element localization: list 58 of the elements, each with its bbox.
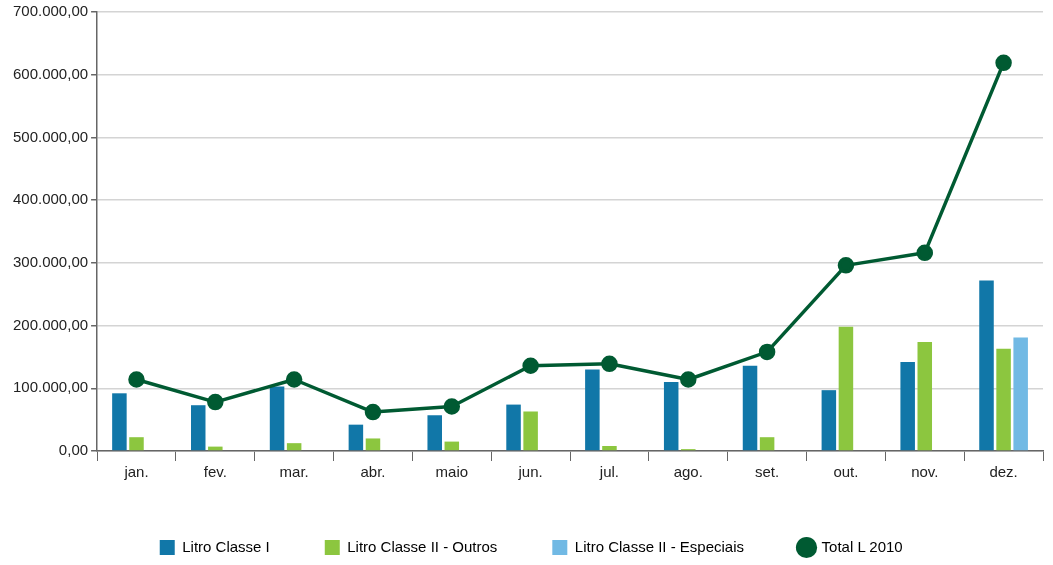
- bar: [427, 415, 442, 451]
- point: [207, 393, 224, 411]
- point: [285, 371, 303, 388]
- bar: [365, 438, 381, 451]
- bar: [269, 386, 285, 451]
- bar: [838, 326, 854, 451]
- x-tick-label: nov.: [911, 463, 939, 481]
- x-tick-label: out.: [833, 463, 859, 481]
- y-tick-label: 300.000,00: [13, 253, 89, 270]
- point: [522, 357, 539, 374]
- bar: [821, 390, 837, 451]
- x-tick-label: jan.: [123, 463, 149, 481]
- bar: [112, 393, 127, 451]
- y-tick-label: 500.000,00: [13, 127, 89, 145]
- x-tick-label: mar.: [279, 463, 309, 481]
- bar: [663, 382, 679, 451]
- y-tick-label: 600.000,00: [13, 64, 89, 82]
- y-tick-label: 100.000,00: [13, 378, 89, 396]
- point: [758, 343, 776, 361]
- point: [443, 398, 461, 415]
- bar: [742, 365, 758, 451]
- bar: [979, 280, 994, 451]
- bar: [759, 437, 775, 451]
- legend-label: Litro Classe II - Especiais: [574, 537, 745, 555]
- bar: [585, 369, 600, 451]
- point: [680, 371, 697, 388]
- y-tick-label: 200.000,00: [13, 315, 89, 333]
- point: [128, 371, 145, 388]
- x-tick-label: jun.: [517, 463, 543, 481]
- point: [837, 257, 855, 274]
- bar: [286, 443, 302, 451]
- legend-label: Litro Classe I: [182, 537, 270, 555]
- point: [916, 244, 934, 262]
- point: [995, 54, 1012, 72]
- bar: [1013, 337, 1028, 451]
- x-tick-label: set.: [755, 463, 780, 481]
- x-tick-label: dez.: [989, 463, 1018, 481]
- point: [601, 355, 618, 373]
- x-tick-label: fev.: [203, 463, 227, 481]
- bar: [506, 404, 521, 451]
- bar: [996, 348, 1011, 451]
- x-tick-label: maio: [435, 463, 469, 481]
- y-tick-label: 700.000,00: [13, 2, 89, 20]
- point: [364, 403, 382, 421]
- legend-label: Total L 2010: [821, 537, 903, 555]
- bar: [900, 361, 915, 451]
- bar: [348, 424, 364, 451]
- bar: [129, 437, 144, 451]
- x-tick-label: ago.: [673, 463, 703, 481]
- x-tick-label: jul.: [598, 463, 620, 481]
- x-tick-label: abr.: [360, 463, 386, 481]
- bar: [523, 411, 538, 451]
- legend-label: Litro Classe II - Outros: [347, 537, 498, 555]
- bar: [917, 341, 933, 451]
- bar: [602, 445, 617, 451]
- bar: [190, 405, 206, 451]
- y-tick-label: 0,00: [58, 441, 89, 459]
- y-tick-label: 400.000,00: [13, 190, 89, 208]
